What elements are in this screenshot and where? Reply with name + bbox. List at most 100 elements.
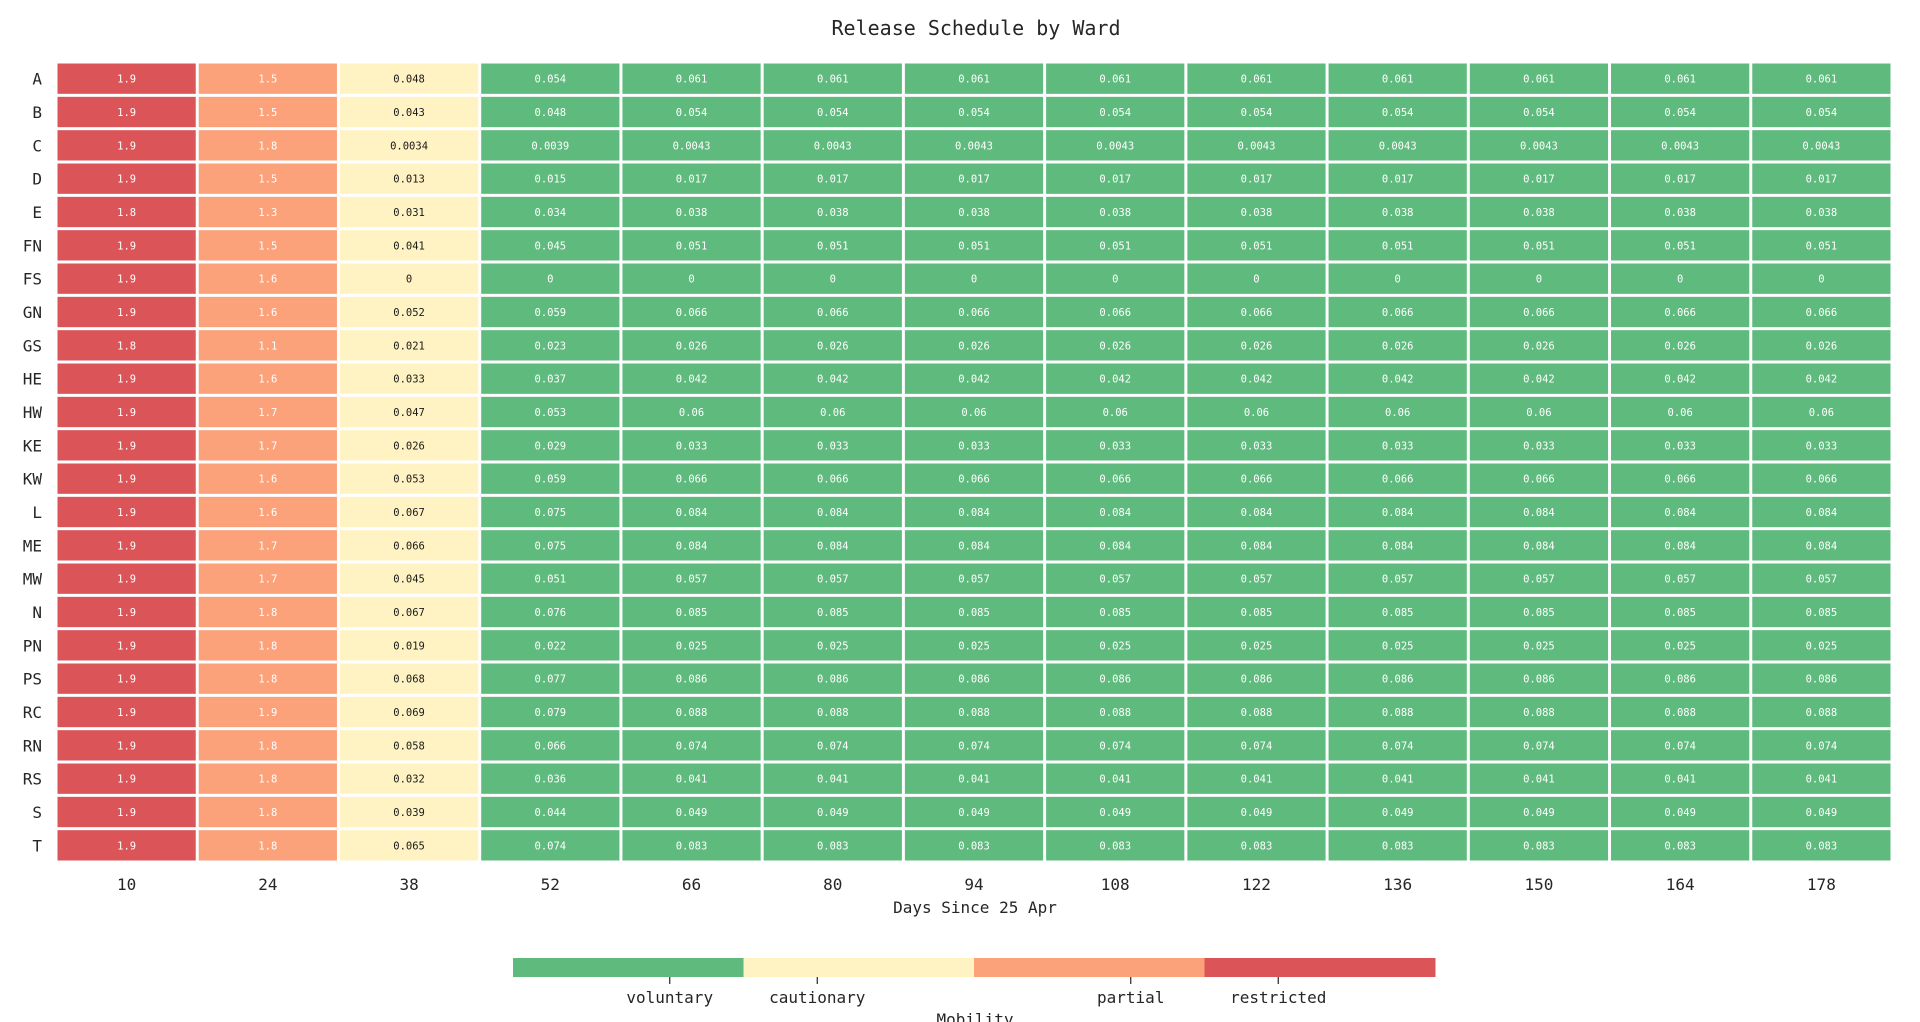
heatmap-cell (57, 663, 196, 694)
heatmap-cell (763, 163, 902, 194)
cell-value-label: 0.038 (676, 207, 708, 219)
cell-value-label: 0.049 (676, 807, 708, 819)
heatmap-cell (1187, 630, 1326, 661)
cell-value-label: 0.066 (1099, 307, 1131, 319)
cell-value-label: 0.017 (1382, 174, 1414, 186)
cell-value-label: 0.022 (535, 640, 567, 652)
cell-value-label: 0.038 (1382, 207, 1414, 219)
cell-value-label: 0.066 (1099, 474, 1131, 486)
cell-value-label: 0.026 (1806, 340, 1838, 352)
heatmap-cell (1752, 563, 1891, 594)
cell-value-label: 0.041 (393, 240, 425, 252)
cell-value-label: 1.8 (258, 140, 277, 152)
cell-value-label: 0 (1677, 274, 1683, 286)
cell-value-label: 1.9 (117, 674, 136, 686)
heatmap-cell (1046, 630, 1185, 661)
x-tick-label: 150 (1524, 875, 1553, 894)
cell-value-label: 0.049 (1523, 807, 1555, 819)
heatmap-cell (622, 696, 761, 728)
cell-value-label: 0.061 (1382, 74, 1414, 86)
cell-value-label: 0.049 (958, 807, 990, 819)
cell-value-label: 0.051 (1099, 240, 1131, 252)
heatmap-cell (1469, 463, 1609, 494)
cell-value-label: 0.0043 (673, 140, 711, 152)
heatmap-cell (1046, 496, 1185, 528)
heatmap-cell (1328, 430, 1467, 461)
heatmap-cell (904, 396, 1044, 428)
cell-value-label: 0.051 (1382, 240, 1414, 252)
heatmap-cell (198, 563, 337, 594)
cell-value-label: 0.048 (535, 107, 567, 119)
cell-value-label: 1.3 (258, 207, 277, 219)
heatmap-cell (1328, 763, 1467, 794)
heatmap-cell (57, 430, 196, 461)
heatmap-cell (1611, 263, 1750, 294)
cell-value-label: 0.084 (1664, 507, 1696, 519)
cell-value-label: 1.9 (117, 407, 136, 419)
heatmap-cell (339, 830, 479, 861)
heatmap-cell (57, 530, 196, 561)
heatmap-cell (763, 63, 902, 94)
heatmap-cell (1752, 730, 1891, 761)
heatmap-cell (57, 630, 196, 661)
heatmap-cell (1046, 430, 1185, 461)
heatmap-cell (1187, 696, 1326, 728)
cell-value-label: 0.044 (535, 807, 567, 819)
y-tick-label: E (32, 203, 42, 222)
heatmap-cell (622, 96, 761, 128)
colorbar-tick-label: restricted (1230, 988, 1326, 1007)
heatmap-cell (763, 696, 902, 728)
heatmap-cell (57, 730, 196, 761)
heatmap-cell (481, 296, 620, 328)
heatmap-cell (339, 130, 479, 161)
heatmap-cell (904, 563, 1044, 594)
colorbar-segment (974, 958, 1205, 977)
cell-value-label: 1.9 (117, 274, 136, 286)
cell-value-label: 0.083 (1664, 840, 1696, 852)
heatmap-cell (1469, 263, 1609, 294)
cell-value-label: 1.7 (258, 440, 277, 452)
cell-value-label: 0.083 (1241, 840, 1273, 852)
cell-value-label: 0.084 (817, 507, 849, 519)
heatmap-cell (1046, 563, 1185, 594)
cell-value-label: 0.066 (1382, 474, 1414, 486)
cell-value-label: 0.033 (1806, 440, 1838, 452)
cell-value-label: 1.8 (258, 807, 277, 819)
cell-value-label: 1.9 (117, 540, 136, 552)
heatmap-cell (198, 296, 337, 328)
heatmap-cell (763, 96, 902, 128)
cell-value-label: 0.088 (958, 707, 990, 719)
heatmap-cell (1752, 530, 1891, 561)
cell-value-label: 0.026 (1664, 340, 1696, 352)
cell-value-label: 0.051 (1664, 240, 1696, 252)
x-tick-label: 136 (1383, 875, 1412, 894)
cell-value-label: 0.06 (1809, 407, 1834, 419)
cell-value-label: 0.038 (1806, 207, 1838, 219)
cell-value-label: 0.041 (676, 774, 708, 786)
heatmap-cell (1046, 330, 1185, 361)
cell-value-label: 0.085 (1806, 607, 1838, 619)
heatmap-cell (1046, 396, 1185, 428)
heatmap-cell (1611, 430, 1750, 461)
cell-value-label: 0.061 (1241, 74, 1273, 86)
cell-value-label: 1.9 (117, 574, 136, 586)
cell-value-label: 0.057 (1382, 574, 1414, 586)
heatmap-cell (57, 596, 196, 628)
cell-value-label: 0.084 (1099, 540, 1131, 552)
cell-value-label: 0.085 (1099, 607, 1131, 619)
cell-value-label: 1.1 (258, 340, 277, 352)
heatmap-cell (1328, 330, 1467, 361)
cell-value-label: 0.083 (958, 840, 990, 852)
heatmap-cell (481, 530, 620, 561)
heatmap-cell (1611, 196, 1750, 228)
cell-value-label: 0.059 (535, 474, 567, 486)
heatmap-cell (904, 530, 1044, 561)
heatmap-cell (1187, 763, 1326, 794)
heatmap-cell (339, 696, 479, 728)
cell-value-label: 0.085 (817, 607, 849, 619)
heatmap-cell (339, 796, 479, 828)
x-axis-label: Days Since 25 Apr (893, 898, 1057, 917)
heatmap-cell (1046, 596, 1185, 628)
heatmap-cell (622, 496, 761, 528)
heatmap-cell (1752, 230, 1891, 261)
